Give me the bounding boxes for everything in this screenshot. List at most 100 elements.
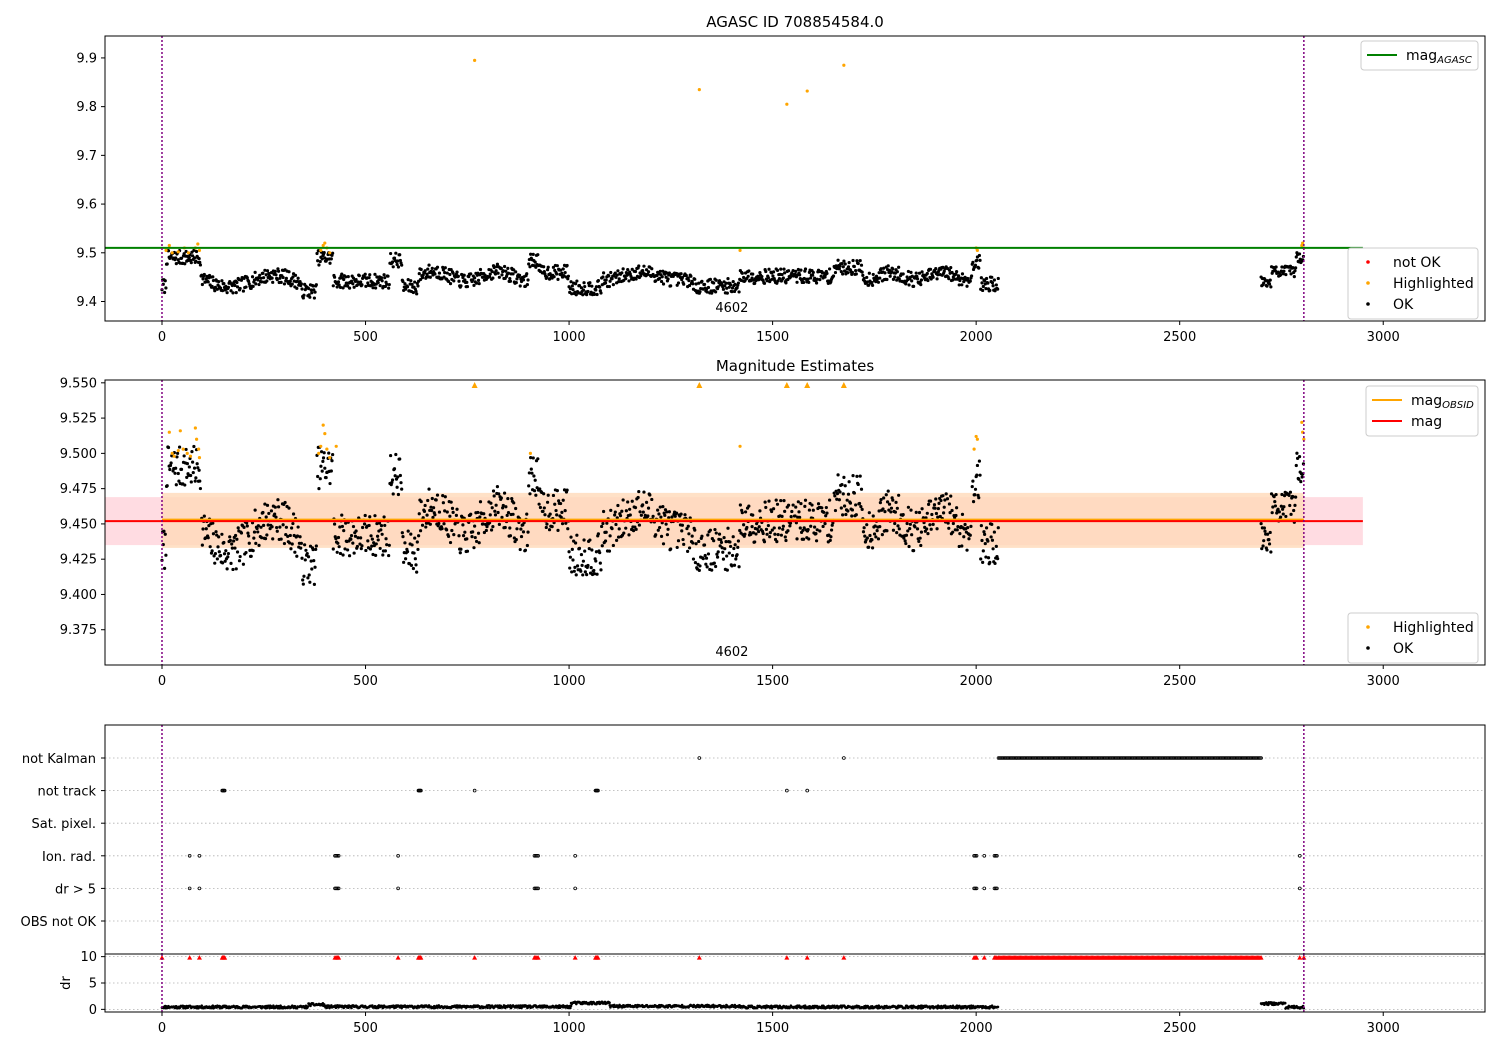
ok-point — [514, 280, 518, 285]
ok-point — [1300, 475, 1304, 479]
ok-point — [691, 541, 695, 545]
ok-point — [686, 524, 690, 528]
ok-point — [508, 279, 513, 283]
ok-point — [994, 283, 998, 287]
ok-point — [202, 514, 206, 518]
ok-point — [208, 545, 212, 549]
plot-frame — [104, 35, 1486, 322]
highlighted-point — [334, 444, 338, 448]
ok-point — [398, 253, 402, 257]
ok-point — [828, 538, 832, 543]
ok-point — [809, 524, 813, 528]
ok-point — [991, 547, 995, 551]
ok-point — [704, 556, 709, 560]
ok-point — [791, 269, 795, 273]
ok-point — [839, 270, 843, 274]
ok-point — [258, 273, 262, 277]
ok-point — [838, 490, 842, 494]
ok-point — [215, 287, 219, 291]
ok-point — [661, 505, 665, 509]
ok-point — [779, 498, 783, 503]
ok-point — [491, 276, 495, 280]
ok-point — [247, 534, 251, 538]
flag-marker — [472, 788, 477, 793]
ok-point — [568, 566, 572, 570]
y-tick-label: 9.425 — [60, 553, 97, 568]
ok-point — [359, 280, 363, 284]
ok-point — [604, 278, 608, 282]
ok-point — [871, 272, 875, 277]
ok-point — [307, 573, 311, 577]
ok-point — [363, 513, 367, 518]
y-tick-label: 9.9 — [76, 51, 97, 66]
ok-point — [665, 510, 669, 514]
x-tick-label: 2000 — [960, 330, 993, 345]
dr-clipped-marker — [572, 955, 578, 960]
legend-label: OK — [1393, 641, 1414, 657]
ok-point — [305, 551, 309, 556]
ok-point — [352, 551, 356, 555]
ok-point — [545, 500, 550, 504]
ok-point — [449, 500, 453, 504]
highlighted-point — [323, 241, 327, 245]
ok-point — [951, 521, 955, 526]
ok-point — [979, 557, 983, 561]
ok-point — [555, 513, 559, 517]
flag-marker — [1297, 886, 1302, 891]
ok-point — [583, 284, 587, 289]
ok-point — [697, 539, 701, 544]
ok-point — [979, 276, 983, 280]
ok-point — [962, 535, 966, 539]
ok-point — [737, 565, 741, 569]
ok-point — [244, 285, 248, 289]
ok-point — [912, 549, 916, 553]
ok-point — [895, 270, 899, 274]
ok-point — [846, 509, 850, 513]
ok-point — [433, 272, 437, 276]
ok-point — [664, 522, 668, 526]
ok-point — [295, 554, 299, 558]
ok-point — [679, 272, 683, 276]
ok-point — [611, 282, 615, 287]
ok-point — [497, 275, 501, 279]
ok-point — [389, 453, 393, 458]
ok-point — [510, 496, 514, 501]
ok-point — [590, 548, 594, 552]
ok-point — [714, 564, 718, 569]
ok-point — [536, 253, 540, 257]
ok-point — [400, 531, 404, 535]
ok-point — [206, 280, 210, 284]
ok-point — [300, 287, 304, 291]
ok-point — [265, 269, 270, 273]
ok-point — [697, 281, 701, 285]
ok-point — [634, 277, 638, 281]
ok-point — [545, 268, 550, 272]
ok-point — [757, 525, 761, 529]
ok-point — [845, 498, 849, 502]
ok-point — [1292, 274, 1296, 279]
ok-point — [377, 521, 382, 525]
ok-point — [637, 523, 642, 527]
ok-point — [166, 249, 171, 253]
ok-point — [1269, 550, 1273, 554]
ok-point — [387, 282, 391, 287]
ok-point — [587, 284, 591, 288]
ok-point — [235, 550, 240, 554]
ok-point — [222, 540, 226, 545]
ok-point — [918, 536, 922, 540]
ok-point — [533, 478, 537, 482]
ok-point — [213, 551, 217, 556]
ok-point — [634, 527, 638, 531]
ok-point — [412, 551, 416, 555]
ok-point — [435, 493, 440, 497]
ok-point — [796, 500, 800, 504]
panel-agasc: AGASC ID 708854584.046029.49.59.69.79.89… — [76, 13, 1486, 345]
ok-point — [318, 477, 322, 481]
ok-point — [755, 527, 759, 531]
ok-point — [474, 281, 479, 285]
ok-point — [751, 531, 755, 535]
highlighted-point — [1302, 437, 1306, 441]
ok-point — [403, 557, 408, 561]
ok-point — [508, 526, 512, 530]
ok-point — [230, 542, 234, 546]
